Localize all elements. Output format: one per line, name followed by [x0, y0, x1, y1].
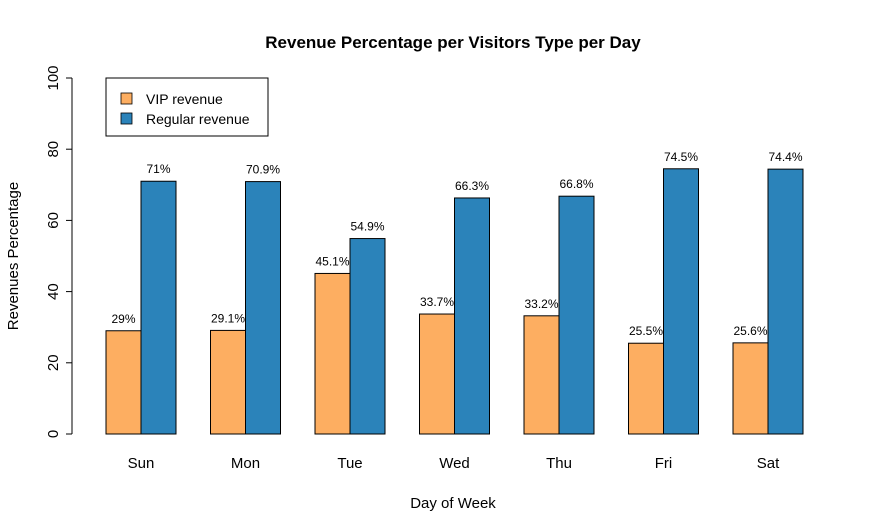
data-label-vip-sun: 29% — [111, 312, 135, 326]
bar-vip-sat — [732, 342, 769, 435]
data-label-vip-wed: 33.7% — [420, 295, 454, 309]
x-tick-labels: Sun Mon Tue Wed Thu Fri Sat — [128, 455, 780, 472]
x-tick-label-sun: Sun — [128, 455, 155, 472]
data-label-regular-sun: 71% — [146, 162, 170, 176]
x-tick-label-fri: Fri — [655, 455, 673, 472]
legend-label-vip: VIP revenue — [146, 91, 223, 107]
y-tick-label: 0 — [45, 430, 62, 438]
bars-group: 29% 71% 29.1% 70.9% 45.1% 54.9% 33.7% 66.3% 33.2… — [105, 150, 804, 435]
bar-vip-wed — [419, 313, 455, 435]
x-tick-label-wed: Wed — [439, 455, 470, 472]
data-label-vip-thu: 33.2% — [524, 297, 558, 311]
legend-label-regular: Regular revenue — [146, 111, 250, 127]
legend-swatch-vip — [120, 92, 133, 105]
bar-vip-mon — [210, 329, 246, 435]
y-tick-label: 100 — [45, 65, 62, 90]
bar-regular-sun — [140, 180, 177, 435]
data-label-regular-tue: 54.9% — [350, 220, 384, 234]
bar-vip-fri — [628, 342, 664, 435]
x-axis-label: Day of Week — [410, 495, 496, 512]
y-tick-label: 20 — [45, 354, 62, 371]
data-label-regular-thu: 66.8% — [559, 177, 593, 191]
y-tick-label: 40 — [45, 283, 62, 300]
data-label-regular-wed: 66.3% — [455, 179, 489, 193]
data-label-vip-sat: 25.6% — [733, 324, 767, 338]
bar-regular-thu — [558, 195, 595, 435]
bar-regular-tue — [349, 238, 386, 435]
chart-title: Revenue Percentage per Visitors Type per… — [265, 33, 641, 52]
bar-regular-mon — [245, 181, 281, 435]
x-tick-label-sat: Sat — [757, 455, 780, 472]
legend-swatch-regular — [120, 112, 133, 125]
bar-vip-sun — [105, 330, 142, 435]
x-tick-label-tue: Tue — [337, 455, 362, 472]
bar-regular-sat — [767, 168, 804, 435]
data-label-vip-fri: 25.5% — [629, 324, 663, 338]
data-label-vip-mon: 29.1% — [211, 311, 245, 325]
y-axis-label: Revenues Percentage — [5, 182, 22, 330]
data-label-regular-fri: 74.5% — [664, 150, 698, 164]
bar-regular-fri — [663, 168, 699, 435]
x-tick-label-thu: Thu — [546, 455, 572, 472]
data-label-regular-mon: 70.9% — [246, 163, 280, 177]
legend-box — [105, 77, 269, 137]
data-label-vip-tue: 45.1% — [315, 254, 349, 268]
x-tick-label-mon: Mon — [231, 455, 260, 472]
bar-regular-wed — [454, 197, 490, 435]
y-tick-label: 80 — [45, 141, 62, 158]
bar-vip-tue — [314, 272, 351, 435]
legend: VIP revenue Regular revenue — [105, 77, 269, 137]
data-label-regular-sat: 74.4% — [768, 150, 802, 164]
y-tick-label: 60 — [45, 212, 62, 229]
bar-vip-thu — [523, 315, 560, 435]
y-axis: 0 20 40 60 80 100 — [45, 65, 73, 438]
